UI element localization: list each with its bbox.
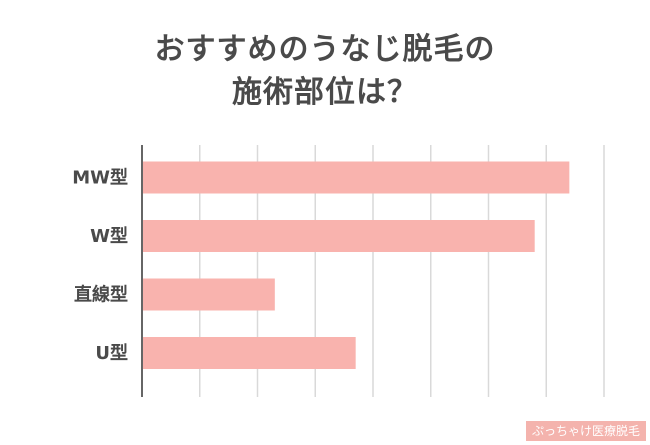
category-label: MW型 xyxy=(72,167,128,189)
bar xyxy=(142,161,570,194)
category-label: W型 xyxy=(90,225,128,247)
bar xyxy=(142,337,356,369)
chart-title-line-2: 施術部位は？ xyxy=(232,75,418,110)
bar xyxy=(142,278,275,311)
watermark-badge: ぷっちゃけ医療脱毛 xyxy=(525,421,646,441)
category-label: U型 xyxy=(95,342,128,364)
category-label: 直線型 xyxy=(74,284,128,306)
chart-title-line-1: おすすめのうなじ脱毛の xyxy=(154,32,496,67)
chart-title: おすすめのうなじ脱毛の 施術部位は？ xyxy=(0,28,650,114)
bar xyxy=(142,220,535,252)
